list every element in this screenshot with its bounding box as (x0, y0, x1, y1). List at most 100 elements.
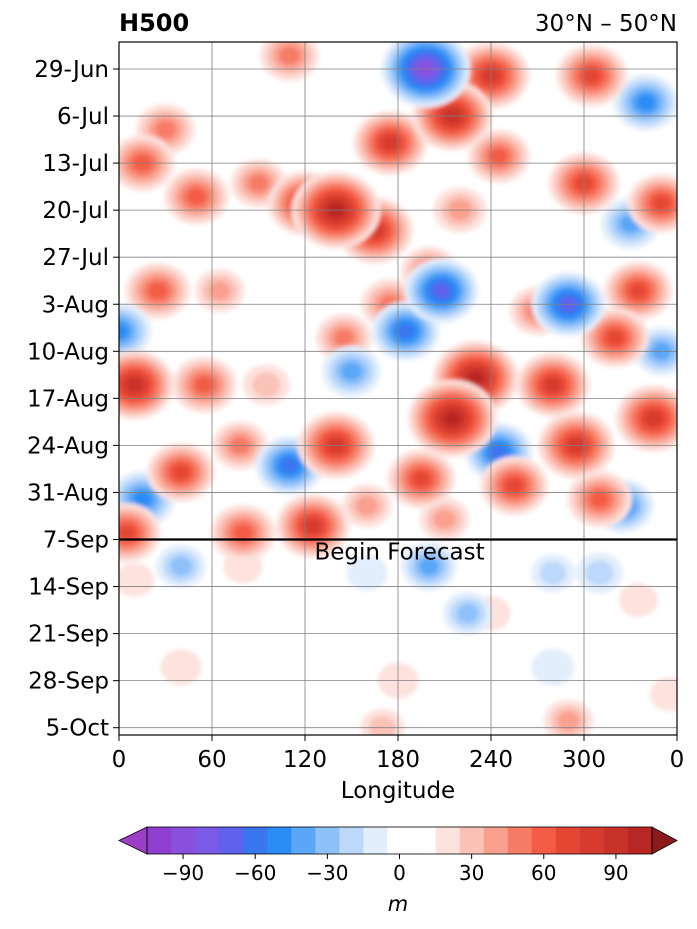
colorbar-swatch (315, 827, 340, 854)
colorbar-swatch (435, 827, 461, 854)
contour-level (636, 94, 656, 111)
colorbar-tick-label: 60 (531, 861, 556, 885)
anomaly-cell (119, 562, 155, 597)
colorbar-extend-low (118, 826, 148, 855)
y-axis: 29-Jun 6-Jul 13-Jul 20-Jul 27-Jul 3-Aug 10-Aug… (27, 57, 119, 742)
anomaly-cell (360, 708, 405, 735)
contour-level (490, 444, 507, 460)
anomaly-cell (432, 340, 519, 416)
contour-level (413, 471, 430, 487)
forecast-marker: Begin Forecast (119, 538, 677, 566)
contour-level (119, 323, 129, 340)
anomaly-cell (353, 110, 428, 176)
anomaly-cell (147, 442, 215, 502)
colorbar-extend-high (651, 826, 678, 855)
y-tick-label: 20-Jul (42, 198, 109, 224)
x-tick-label: 60 (197, 747, 226, 773)
contour-level (334, 329, 354, 347)
y-tick-label: 14-Sep (28, 575, 109, 601)
contour-level (433, 509, 456, 530)
contour-level (557, 711, 580, 731)
y-tick-label: 28-Sep (28, 669, 109, 695)
grid-lines (118, 42, 678, 735)
contour-level (148, 282, 168, 299)
anomaly-cell (442, 591, 493, 636)
contour-level (248, 174, 269, 192)
x-axis: 0 60 120 180 240 300 0 (112, 735, 685, 773)
colorbar-tick-label: 30 (459, 861, 484, 885)
contour-level (489, 148, 508, 165)
contour-level (531, 648, 575, 686)
anomaly-cell (576, 552, 623, 594)
anomaly-cell (601, 197, 660, 250)
anomaly-cell (260, 42, 319, 82)
colorbar-swatch (147, 827, 172, 854)
x-tick-label: 300 (562, 747, 606, 773)
chart-title-right: 30°N – 50°N (535, 11, 677, 37)
contour-level (506, 478, 523, 493)
anomaly-cell (627, 173, 677, 234)
x-axis-label: Longitude (341, 778, 455, 804)
contour-level (545, 378, 561, 392)
plot-area: Begin Forecast (118, 41, 678, 736)
anomaly-cell (336, 196, 414, 264)
contour-level (630, 283, 647, 299)
y-tick-label: 21-Sep (28, 622, 109, 648)
contour-level (233, 524, 253, 541)
contour-level (304, 519, 321, 533)
contour-level (119, 562, 155, 597)
contour-level (369, 715, 396, 735)
colorbar-label: m (388, 892, 408, 916)
anomaly-cell (156, 544, 206, 589)
colorbar-tick-label: −30 (306, 861, 348, 885)
contour-level (169, 556, 193, 577)
contour-level (583, 68, 601, 84)
colorbar: −90 −60 −30 0 30 60 90 (118, 826, 678, 885)
anomaly-cell (404, 258, 479, 324)
y-tick-label: 3-Aug (42, 292, 109, 318)
contour-level (468, 371, 483, 385)
anomaly-cell (618, 582, 658, 618)
contour-level (433, 284, 450, 298)
anomaly-cell (119, 350, 175, 420)
anomaly-cell (531, 648, 575, 686)
anomaly-cell (387, 449, 456, 509)
contour-level (382, 136, 399, 150)
contour-level (649, 676, 677, 712)
contour-level (208, 281, 231, 301)
contour-level (456, 603, 479, 624)
y-tick-label: 13-Jul (42, 151, 109, 177)
anomaly-cell (342, 484, 392, 528)
x-tick-label: 0 (670, 747, 685, 773)
anomaly-cell (516, 352, 590, 418)
colorbar-swatch (171, 827, 196, 854)
colorbar-tick-label: −60 (234, 861, 276, 885)
anomaly-cell (242, 364, 290, 406)
begin-forecast-label: Begin Forecast (314, 540, 484, 566)
contour-level (346, 555, 388, 592)
colorbar-swatch (363, 827, 389, 854)
colorbar-swatch (579, 827, 605, 854)
contour-level (653, 196, 670, 211)
y-tick-label: 17-Aug (27, 386, 109, 412)
contour-level (590, 491, 609, 508)
y-tick-label: 10-Aug (27, 339, 109, 365)
colorbar-swatch (339, 827, 365, 854)
anomaly-cell (371, 301, 440, 361)
contour-level (606, 330, 624, 346)
y-tick-label: 24-Aug (27, 433, 109, 459)
anomaly-cell (119, 503, 161, 563)
anomaly-cell (467, 129, 530, 184)
colorbar-swatch (507, 827, 533, 854)
anomaly-cell (480, 456, 549, 516)
anomaly-cell (210, 504, 276, 562)
contour-level (127, 378, 142, 392)
colorbar-swatch (627, 827, 653, 854)
y-tick-label: 27-Jul (42, 245, 109, 271)
contour-level (419, 557, 439, 575)
contour-level (281, 458, 298, 473)
colorbar-swatch (219, 827, 244, 854)
contour-level (279, 46, 300, 65)
colorbar-swatch (195, 827, 220, 854)
